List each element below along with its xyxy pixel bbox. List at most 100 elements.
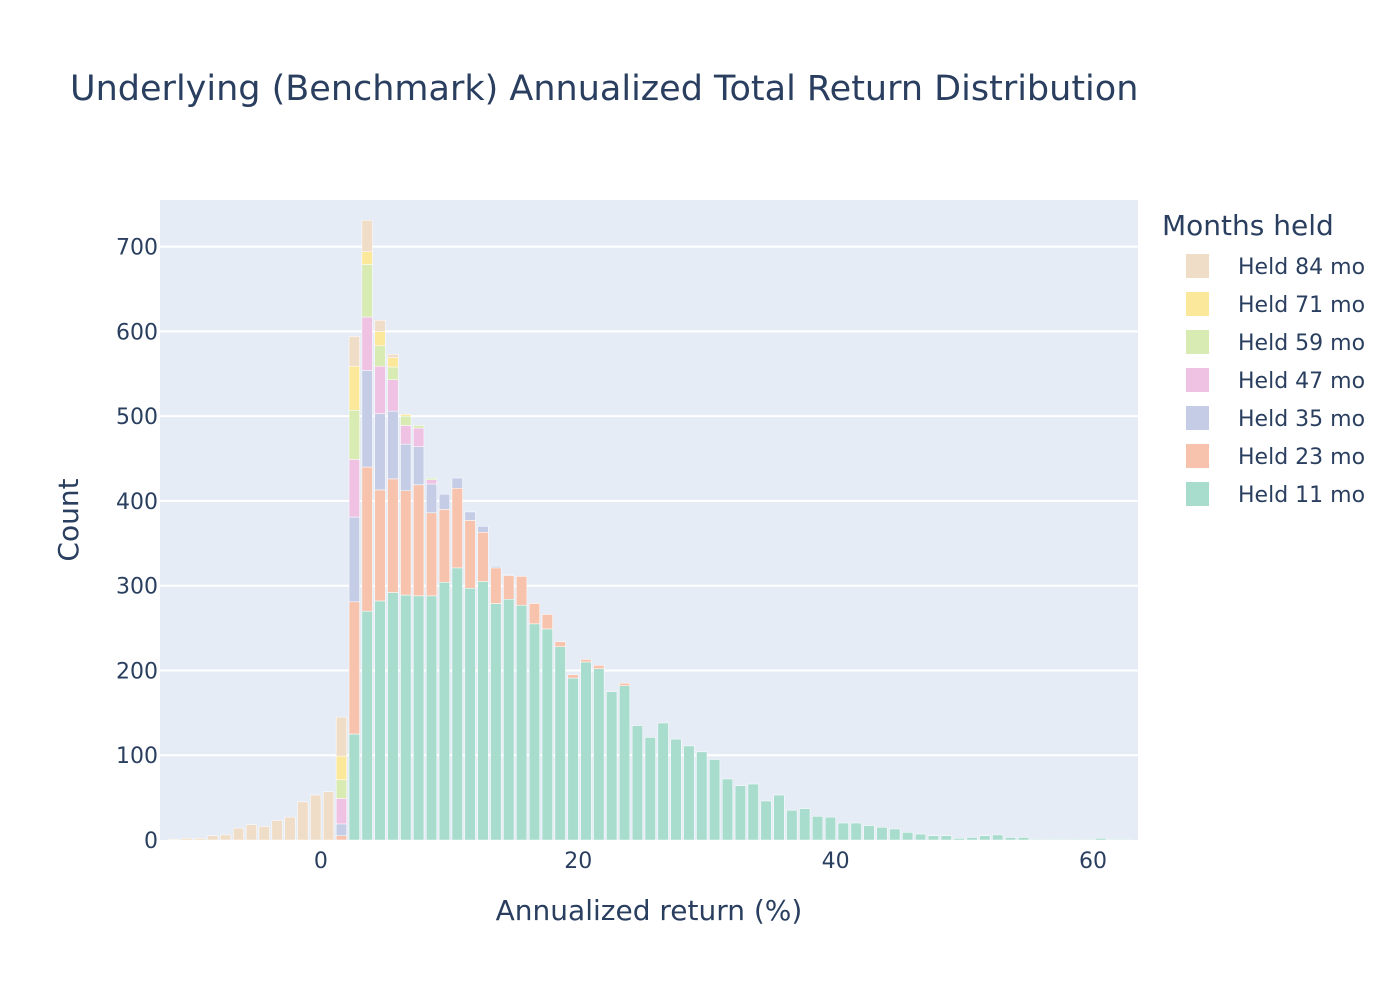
bar-segment bbox=[927, 835, 939, 841]
bar-segment bbox=[374, 600, 386, 841]
bar-segment bbox=[773, 794, 785, 841]
bar-segment bbox=[451, 567, 463, 841]
bar-segment bbox=[400, 490, 412, 596]
bar-segment bbox=[464, 587, 476, 841]
bar-segment bbox=[747, 783, 759, 841]
y-axis-ticks: 0 100 200 300 400 500 600 700 bbox=[116, 236, 158, 854]
bar-segment bbox=[992, 834, 1004, 841]
legend-item-label[interactable]: Held 11 mo bbox=[1238, 483, 1365, 508]
x-tick-label: 60 bbox=[1079, 849, 1107, 874]
legend-swatch bbox=[1186, 254, 1209, 278]
bar-segment bbox=[516, 604, 528, 841]
legend-item-label[interactable]: Held 23 mo bbox=[1238, 445, 1365, 470]
bars bbox=[168, 220, 1132, 841]
bar-segment bbox=[387, 379, 399, 412]
y-tick-label: 100 bbox=[116, 744, 158, 769]
bar-segment bbox=[348, 601, 360, 735]
bar-segment bbox=[490, 565, 502, 569]
bar-segment bbox=[361, 220, 373, 252]
bar-segment bbox=[374, 489, 386, 602]
legend-swatch bbox=[1186, 444, 1209, 468]
bar-segment bbox=[168, 838, 180, 841]
bar-segment bbox=[413, 427, 425, 447]
bar-segment bbox=[361, 264, 373, 318]
bar-segment bbox=[387, 357, 399, 368]
bar-segment bbox=[348, 516, 360, 603]
bar-segment bbox=[1043, 838, 1055, 841]
bar-segment bbox=[438, 493, 450, 510]
bar-segment bbox=[889, 828, 901, 841]
bar-segment bbox=[374, 413, 386, 491]
legend-item-label[interactable]: Held 59 mo bbox=[1238, 331, 1365, 356]
bar-segment bbox=[1108, 838, 1120, 841]
plot-area bbox=[160, 200, 1138, 840]
gridlines bbox=[160, 245, 1138, 757]
bar-segment bbox=[335, 823, 347, 837]
bar-segment bbox=[361, 466, 373, 612]
y-tick-label: 700 bbox=[116, 236, 158, 261]
bar-segment bbox=[1082, 838, 1094, 841]
bar-segment bbox=[387, 478, 399, 593]
bar-segment bbox=[709, 759, 721, 841]
bar-segment bbox=[824, 816, 836, 841]
bar-segment bbox=[541, 614, 553, 630]
bar-segment bbox=[683, 745, 695, 841]
bar-segment bbox=[721, 778, 734, 841]
x-tick-label: 0 bbox=[314, 849, 328, 874]
bar-segment bbox=[940, 835, 952, 841]
legend-swatch bbox=[1186, 406, 1209, 430]
bar-segment bbox=[400, 594, 412, 841]
legend[interactable]: Held 84 mo Held 71 mo Held 59 mo Held 47 mo… bbox=[1186, 254, 1365, 508]
bar-segment bbox=[348, 459, 360, 518]
bar-segment bbox=[914, 833, 927, 841]
x-tick-label: 20 bbox=[564, 849, 592, 874]
bar-segment bbox=[451, 487, 463, 569]
legend-item-label[interactable]: Held 84 mo bbox=[1238, 255, 1365, 280]
bar-segment bbox=[580, 659, 592, 663]
bar-segment bbox=[464, 511, 476, 521]
bar-segment bbox=[966, 837, 978, 841]
bar-segment bbox=[812, 816, 824, 841]
bar-segment bbox=[1056, 838, 1068, 841]
bar-segment bbox=[348, 733, 360, 841]
chart-title: Underlying (Benchmark) Annualized Total … bbox=[70, 69, 1138, 109]
bar-segment bbox=[490, 603, 502, 841]
bar-segment bbox=[413, 595, 425, 841]
y-tick-label: 200 bbox=[116, 659, 158, 684]
bar-segment bbox=[696, 751, 708, 841]
bar-segment bbox=[335, 779, 347, 799]
bar-segment bbox=[1095, 838, 1107, 841]
bar-segment bbox=[335, 755, 347, 781]
bar-segment bbox=[374, 331, 386, 347]
bar-segment bbox=[335, 798, 347, 825]
bar-segment bbox=[181, 838, 193, 841]
bar-segment bbox=[451, 477, 463, 489]
bar-segment bbox=[606, 691, 618, 841]
bar-segment bbox=[567, 674, 579, 679]
y-tick-label: 600 bbox=[116, 320, 158, 345]
bar-segment bbox=[477, 532, 489, 582]
bar-segment bbox=[1069, 838, 1081, 841]
bar-segment bbox=[503, 575, 515, 600]
bar-segment bbox=[490, 567, 502, 604]
bar-segment bbox=[387, 366, 399, 380]
legend-item-label[interactable]: Held 71 mo bbox=[1238, 293, 1365, 318]
y-tick-label: 500 bbox=[116, 405, 158, 430]
bar-segment bbox=[619, 685, 631, 841]
bar-segment bbox=[477, 581, 489, 841]
bar-segment bbox=[863, 825, 875, 841]
bar-segment bbox=[232, 827, 245, 841]
legend-item-label[interactable]: Held 47 mo bbox=[1238, 369, 1365, 394]
legend-item-label[interactable]: Held 35 mo bbox=[1238, 407, 1365, 432]
bar-segment bbox=[361, 251, 373, 265]
bar-segment bbox=[1005, 837, 1017, 841]
bar-segment bbox=[554, 646, 566, 841]
bar-segment bbox=[258, 826, 270, 841]
bar-segment bbox=[245, 824, 257, 841]
bar-segment bbox=[567, 677, 579, 841]
bar-segment bbox=[374, 320, 386, 332]
bar-segment bbox=[271, 820, 283, 841]
bar-segment bbox=[734, 785, 746, 841]
